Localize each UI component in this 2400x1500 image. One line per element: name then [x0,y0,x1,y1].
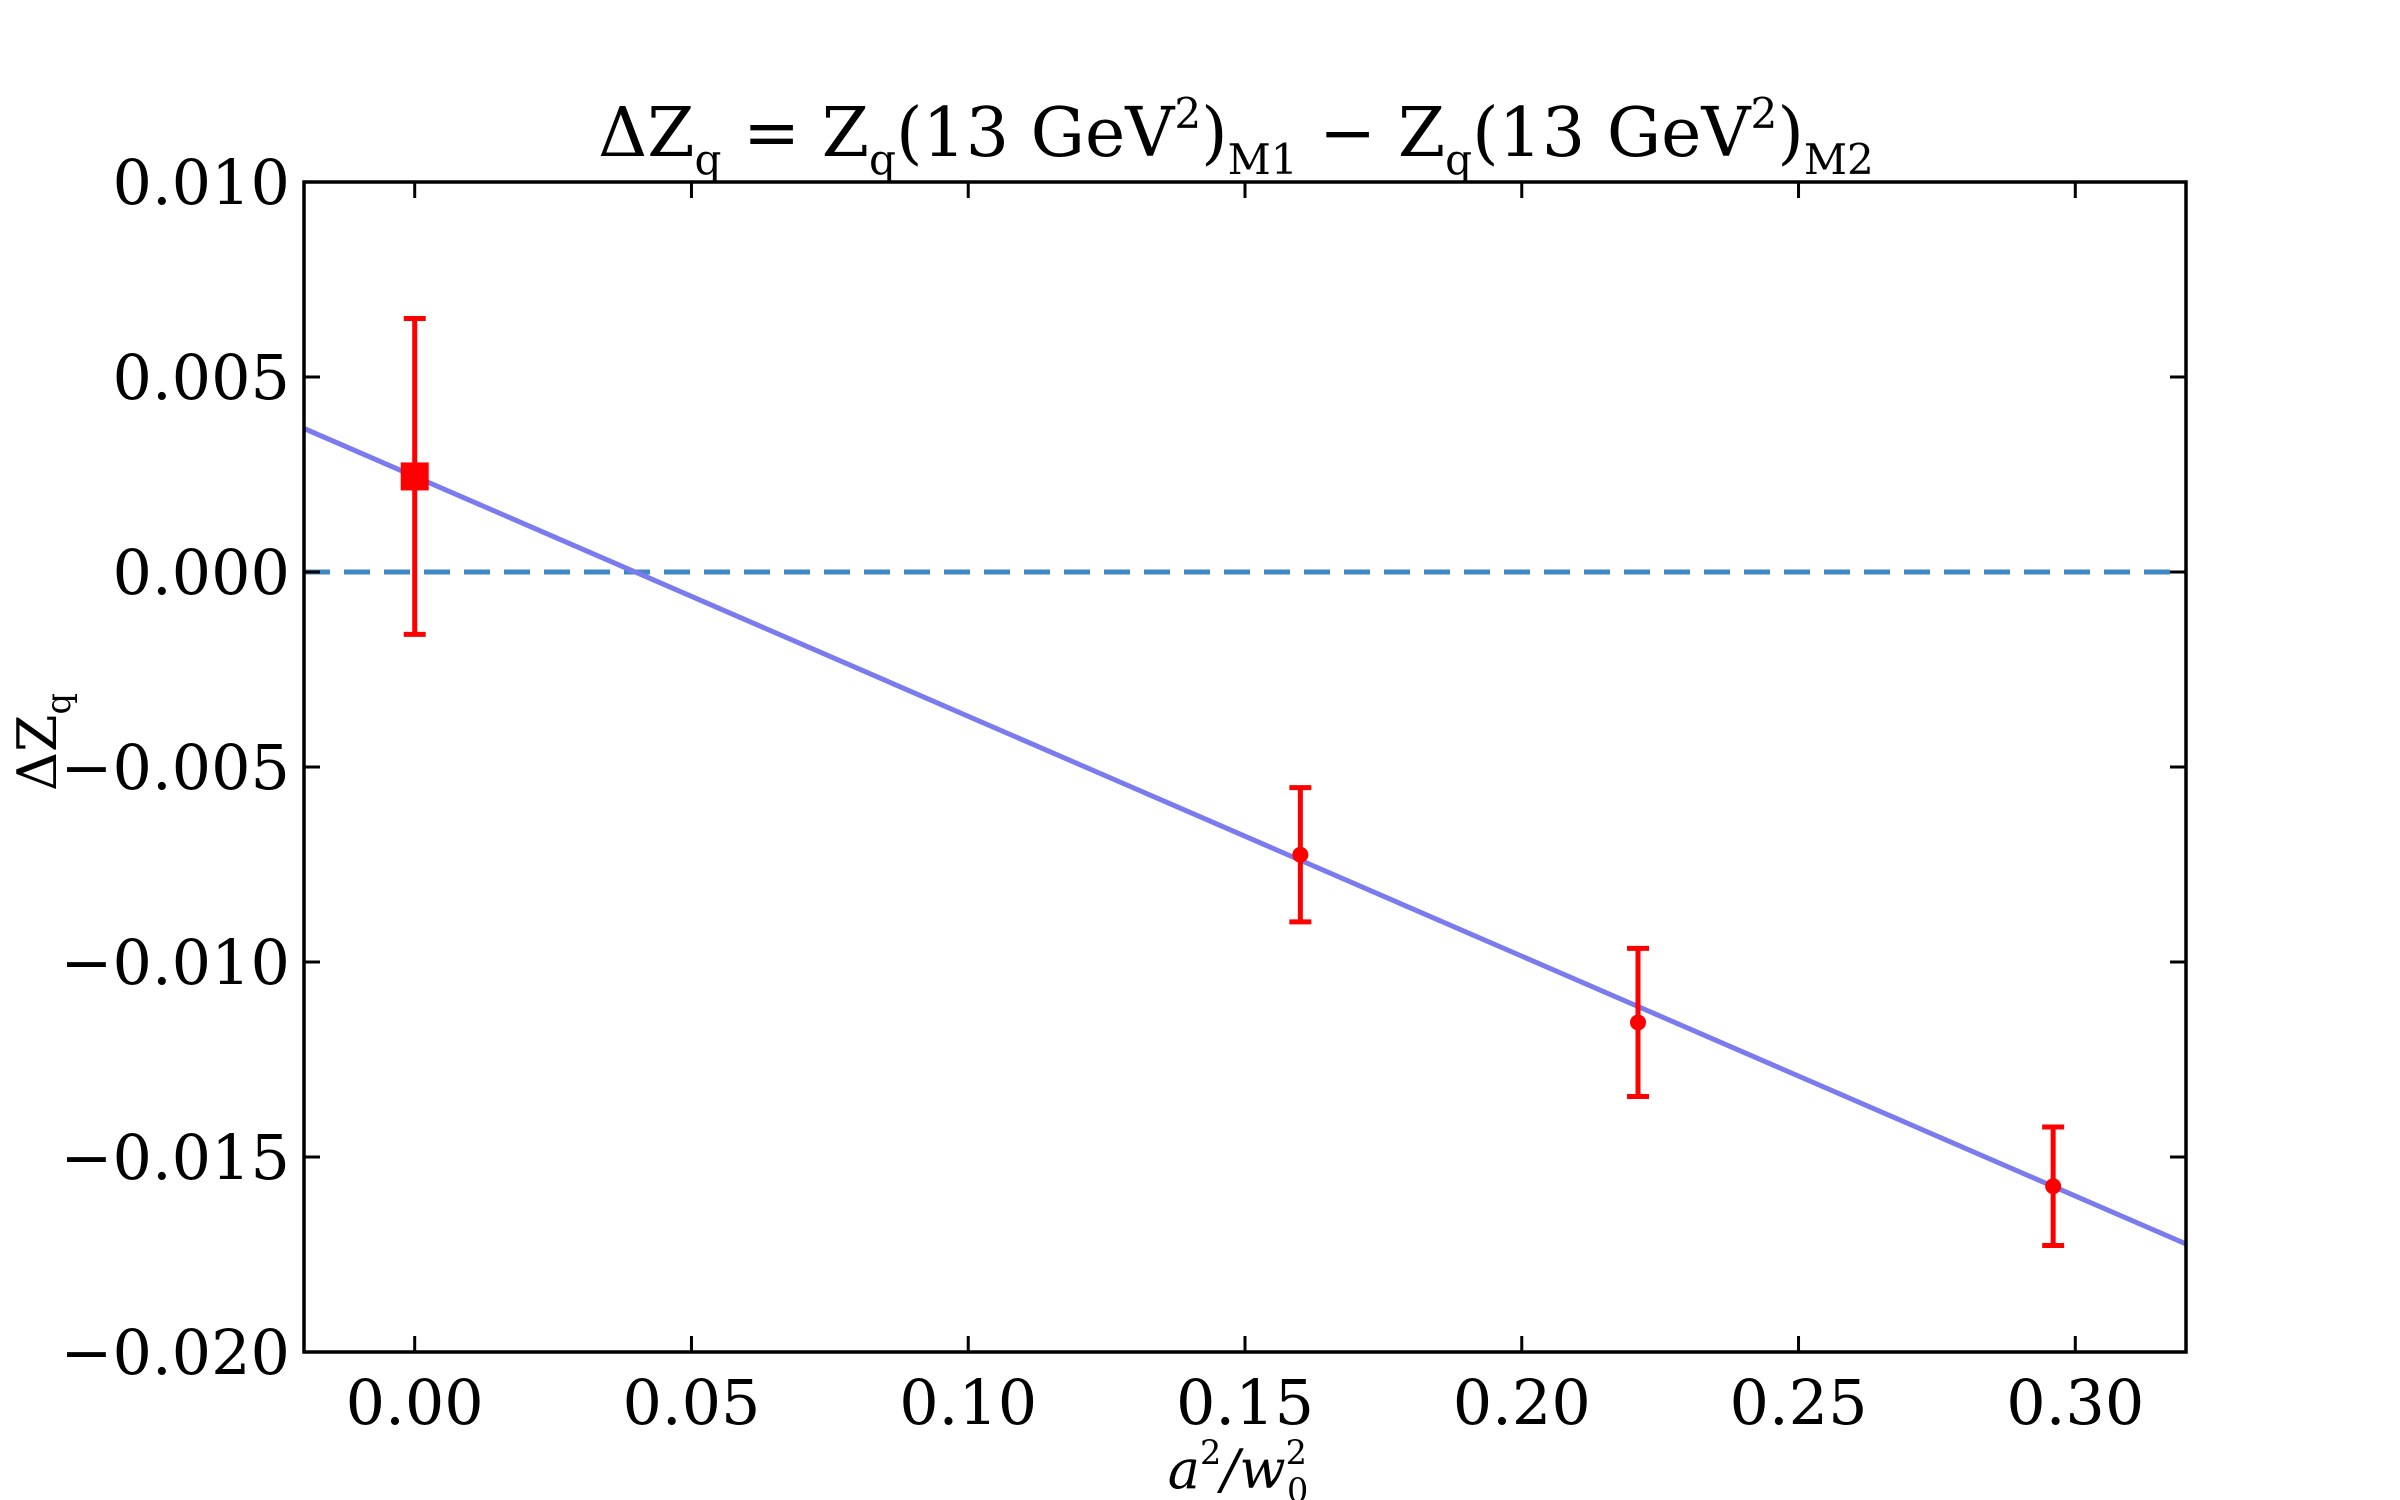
axes-frame [302,180,2188,1354]
y-tick-label-3: −0.005 [61,731,290,804]
plot-inner [304,426,2186,1247]
x-tick-label-5: 0.25 [1730,1366,1868,1439]
y-tick-label-6: −0.020 [61,1316,290,1389]
x-tick-label-1: 0.05 [622,1366,760,1439]
y-tick-label-0: 0.010 [113,146,291,219]
y-axis-label: ΔZq [6,693,78,791]
x-tick-label-3: 0.15 [1176,1366,1314,1439]
data-point-1 [1292,846,1309,863]
x-tick-label-0: 0.00 [346,1366,484,1439]
x-axis-label: a2/w2 0 [1168,1433,1309,1500]
fit-line [304,426,2186,1247]
y-tick-label-2: 0.000 [113,536,291,609]
plot-area: 0.00 0.05 0.10 0.15 0.20 0.25 0.30 0.010 0.005 0.… [61,146,2188,1439]
x-tick-label-2: 0.10 [899,1366,1037,1439]
y-tick-label-4: −0.010 [61,926,290,999]
x-tick-label-6: 0.30 [2006,1366,2144,1439]
y-tick-label-5: −0.015 [61,1121,290,1194]
chart-title: ΔZq = Zq(13 GeV2)M1 − Zq(13 GeV2)M2 [598,89,1874,184]
x-tick-label-4: 0.20 [1453,1366,1591,1439]
data-point-2 [1630,1014,1647,1031]
y-tick-label-1: 0.005 [113,341,291,414]
extrapolated-point-square [400,462,429,491]
data-point-3 [2045,1178,2062,1195]
